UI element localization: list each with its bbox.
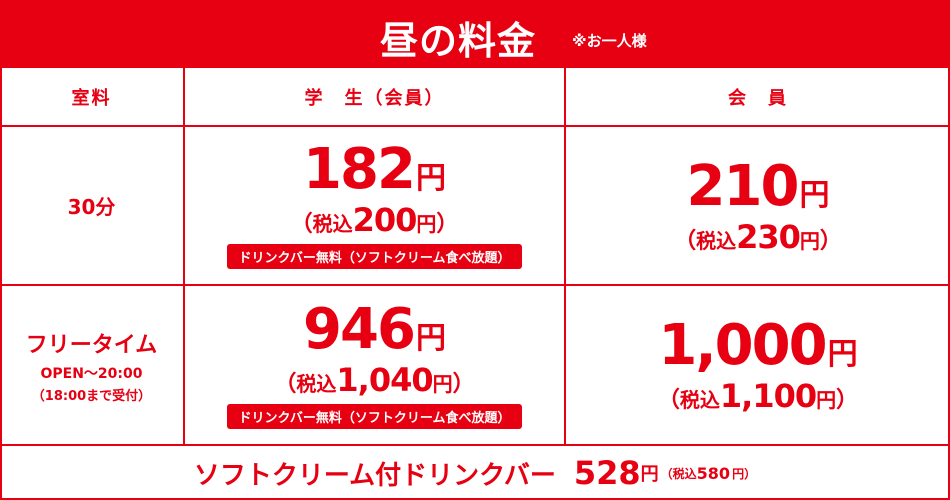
student-price: 182円 — [303, 142, 446, 198]
yen-unit: 円 — [415, 161, 446, 196]
student-price-30min: 182円 （税込200円） ドリンクバー無料（ソフトクリーム食べ放題） — [185, 127, 564, 284]
header-student: 学 生（会員） — [304, 88, 445, 109]
tax-value: 1,040 — [336, 360, 433, 399]
yen-unit: 円 — [415, 320, 446, 356]
member-price: 1,000円 — [658, 318, 857, 374]
tax-yen: 円 — [799, 228, 820, 253]
tax-label: 税込 — [296, 371, 337, 396]
tax-open: （ — [274, 371, 297, 397]
tax-value: 1,100 — [719, 377, 817, 415]
tax-label: 税込 — [679, 388, 720, 412]
row-label-text: フリータイム — [25, 332, 158, 358]
tax-value: 230 — [736, 217, 801, 256]
footer-tax-yen: 円） — [732, 466, 757, 481]
row-label-30min: 30分 — [0, 127, 183, 284]
drink-bar-badge: ドリンクバー無料（ソフトクリーム食べ放題） — [226, 403, 523, 429]
yen-unit: 円 — [827, 337, 858, 372]
row-label-free-time: フリータイム OPEN～20:00 （18:00まで受付） — [0, 286, 183, 444]
footer-yen: 円 — [640, 464, 659, 485]
title-note: ※お一人様 — [572, 32, 647, 50]
price-value: 1,000 — [658, 313, 827, 378]
tax-yen: 円 — [432, 371, 453, 396]
tax-close: ） — [452, 371, 475, 397]
header-room-fee: 室料 — [71, 88, 112, 109]
row-label-text: 30分 — [67, 195, 116, 219]
row-label-reception: （18:00まで受付） — [31, 388, 152, 404]
drink-bar-badge: ドリンクバー無料（ソフトクリーム食べ放題） — [226, 244, 523, 269]
student-price-free-time: 946円 （税込1,040円） ドリンクバー無料（ソフトクリーム食べ放題） — [185, 286, 564, 444]
tax-open: （ — [674, 228, 697, 254]
footer-tax-open: （税込 — [660, 466, 697, 481]
tax-close: ） — [819, 228, 842, 254]
tax-close: ） — [436, 212, 459, 237]
student-tax-price: （税込200円） — [291, 204, 459, 236]
soft-cream-drink-bar-footer: ソフトクリーム付ドリンクバー 528 円 （税込 580 円） — [0, 446, 950, 500]
price-value: 946 — [303, 296, 416, 362]
tax-value: 200 — [352, 201, 418, 239]
member-tax-price: （税込230円） — [674, 221, 842, 253]
footer-tax-price: 580 — [696, 463, 731, 483]
tax-open: （ — [657, 388, 680, 413]
row-label-hours: OPEN～20:00 — [40, 365, 143, 382]
student-tax-price: （税込1,040円） — [274, 364, 474, 396]
divider-col1 — [183, 68, 185, 446]
title-bar: 昼の料金 ※お一人様 — [0, 0, 950, 68]
tax-label: 税込 — [312, 212, 353, 236]
footer-price: 528 — [573, 454, 641, 492]
tax-yen: 円 — [816, 388, 837, 412]
page-title: 昼の料金 — [380, 19, 537, 63]
member-tax-price: （税込1,100円） — [658, 380, 858, 412]
price-value: 182 — [303, 137, 416, 202]
tax-yen: 円 — [416, 212, 437, 236]
tax-close: ） — [836, 388, 859, 413]
divider-header-bottom — [0, 125, 950, 127]
member-price-free-time: 1,000円 （税込1,100円） — [566, 286, 950, 444]
student-price: 946円 — [303, 301, 446, 358]
price-value: 210 — [686, 153, 800, 219]
divider-col2 — [564, 68, 566, 446]
divider-row2-bottom — [0, 444, 950, 446]
footer-label: ソフトクリーム付ドリンクバー — [193, 460, 556, 491]
tax-open: （ — [290, 212, 313, 237]
yen-unit: 円 — [799, 177, 830, 213]
tax-label: 税込 — [696, 228, 737, 253]
header-member: 会 員 — [728, 88, 788, 109]
divider-row1-bottom — [0, 284, 950, 286]
member-price: 210円 — [687, 158, 830, 215]
member-price-30min: 210円 （税込230円） — [566, 127, 950, 284]
